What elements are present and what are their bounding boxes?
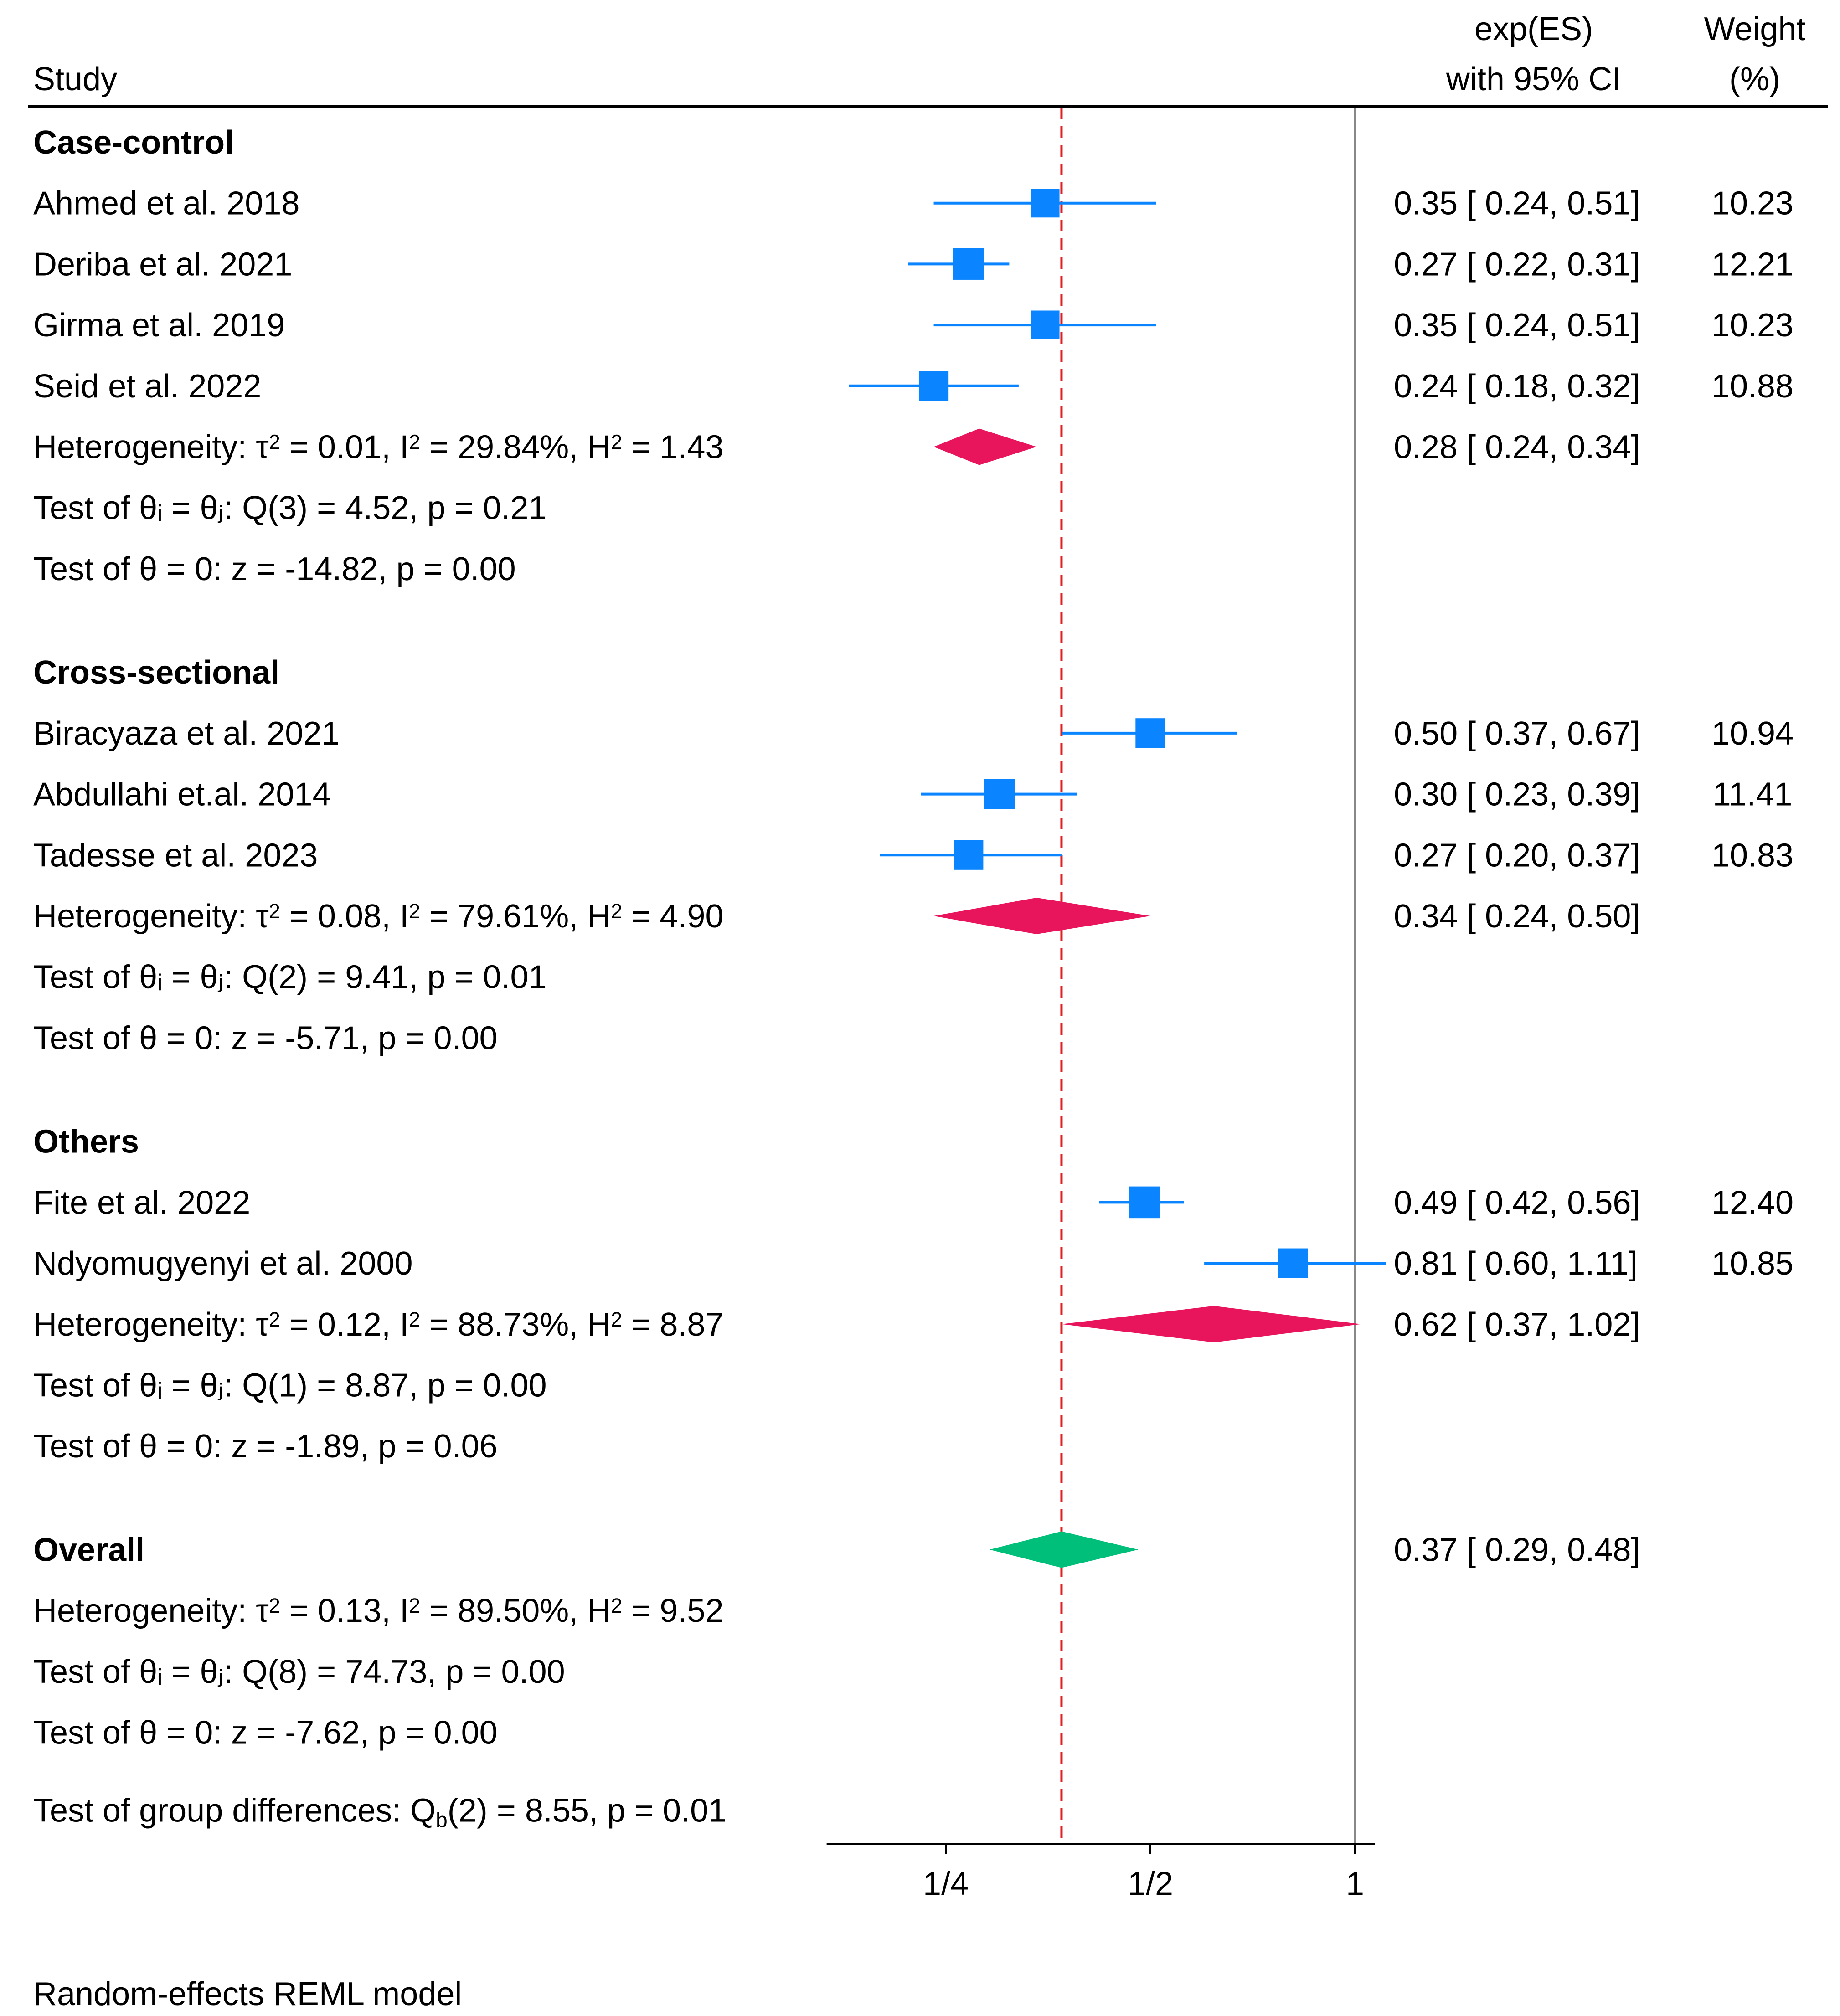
study-weight: 12.21 [1711, 246, 1794, 283]
study-ci-text: 0.27 [ 0.22, 0.31] [1394, 246, 1640, 283]
study-ci-text: 0.30 [ 0.23, 0.39] [1394, 777, 1640, 813]
study-label: Fite et al. 2022 [33, 1184, 250, 1221]
study-weight-square [1031, 189, 1060, 218]
group-label-1: Cross-sectional [33, 654, 279, 691]
study-weight-square [954, 840, 984, 870]
overall-test-q: Test of θᵢ = θⱼ: Q(8) = 74.73, p = 0.00 [33, 1654, 565, 1690]
study-label: Girma et al. 2019 [33, 307, 285, 344]
header-es-line2: with 95% CI [1446, 61, 1621, 98]
study-ci-text: 0.35 [ 0.24, 0.51] [1394, 185, 1640, 222]
study-label: Abdullahi et.al. 2014 [33, 777, 331, 813]
subgroup-diamond-2 [1061, 1306, 1361, 1342]
study-ci-text: 0.50 [ 0.37, 0.67] [1394, 715, 1640, 752]
group-test-q-2: Test of θᵢ = θⱼ: Q(1) = 8.87, p = 0.00 [33, 1367, 547, 1404]
overall-test-z: Test of θ = 0: z = -7.62, p = 0.00 [33, 1715, 498, 1751]
subgroup-diamond-0 [933, 428, 1037, 465]
group-heterogeneity-0: Heterogeneity: τ2 = 0.01, I2 = 29.84%, H… [33, 429, 723, 466]
group-test-z-0: Test of θ = 0: z = -14.82, p = 0.00 [33, 551, 516, 587]
study-weight: 10.23 [1711, 185, 1794, 222]
overall-diamond [990, 1531, 1139, 1568]
overall-heterogeneity: Heterogeneity: τ2 = 0.13, I2 = 89.50%, H… [33, 1593, 723, 1629]
header-study: Study [33, 61, 117, 98]
group-test-z-2: Test of θ = 0: z = -1.89, p = 0.06 [33, 1428, 498, 1465]
x-axis-tick-label: 1/2 [1128, 1866, 1173, 1902]
study-ci-text: 0.49 [ 0.42, 0.56] [1394, 1184, 1640, 1221]
group-label-0: Case-control [33, 124, 234, 161]
group-label-2: Others [33, 1124, 139, 1160]
study-label: Seid et al. 2022 [33, 368, 261, 405]
study-label: Ndyomugyenyi et al. 2000 [33, 1245, 413, 1282]
study-label: Biracyaza et al. 2021 [33, 715, 340, 752]
group-heterogeneity-2: Heterogeneity: τ2 = 0.12, I2 = 88.73%, H… [33, 1306, 723, 1343]
header-weight-line2: (%) [1729, 61, 1780, 98]
study-weight: 10.94 [1711, 715, 1794, 752]
group-heterogeneity-1: Heterogeneity: τ2 = 0.08, I2 = 79.61%, H… [33, 898, 723, 935]
x-axis-tick-label: 1 [1346, 1866, 1364, 1902]
study-ci-text: 0.27 [ 0.20, 0.37] [1394, 837, 1640, 874]
x-axis-tick-label: 1/4 [923, 1866, 969, 1902]
overall-ci-text: 0.37 [ 0.29, 0.48] [1394, 1532, 1640, 1568]
study-weight: 10.85 [1711, 1245, 1794, 1282]
study-ci-text: 0.81 [ 0.60, 1.11] [1394, 1245, 1638, 1282]
study-ci-text: 0.24 [ 0.18, 0.32] [1394, 368, 1640, 405]
study-weight: 12.40 [1711, 1184, 1794, 1221]
study-weight-square [1135, 718, 1165, 748]
study-weight: 10.83 [1711, 837, 1794, 874]
study-ci-text: 0.35 [ 0.24, 0.51] [1394, 307, 1640, 344]
header-es-line1: exp(ES) [1474, 11, 1593, 47]
header-weight-line1: Weight [1704, 11, 1806, 47]
study-weight-square [918, 371, 949, 401]
study-label: Tadesse et al. 2023 [33, 837, 318, 874]
subgroup-ci-text: 0.34 [ 0.24, 0.50] [1394, 898, 1640, 935]
subgroup-diamond-1 [933, 897, 1150, 934]
study-weight-square [953, 248, 984, 280]
study-weight: 10.88 [1711, 368, 1794, 405]
group-test-z-1: Test of θ = 0: z = -5.71, p = 0.00 [33, 1020, 498, 1056]
subgroup-ci-text: 0.28 [ 0.24, 0.34] [1394, 429, 1640, 466]
study-weight-square [1129, 1186, 1160, 1219]
study-weight: 11.41 [1713, 777, 1793, 813]
study-label: Ahmed et al. 2018 [33, 185, 299, 222]
group-test-q-0: Test of θᵢ = θⱼ: Q(3) = 4.52, p = 0.21 [33, 490, 547, 526]
study-weight-square [984, 779, 1015, 809]
study-weight-square [1031, 310, 1060, 339]
model-footnote: Random-effects REML model [33, 1976, 462, 2012]
study-label: Deriba et al. 2021 [33, 246, 292, 283]
study-weight-square [1278, 1248, 1308, 1278]
subgroup-ci-text: 0.62 [ 0.37, 1.02] [1394, 1306, 1640, 1343]
group-test-q-1: Test of θᵢ = θⱼ: Q(2) = 9.41, p = 0.01 [33, 959, 547, 996]
study-weight: 10.23 [1711, 307, 1794, 344]
overall-label: Overall [33, 1532, 144, 1568]
group-differences-test: Test of group differences: Qb(2) = 8.55,… [33, 1793, 727, 1832]
